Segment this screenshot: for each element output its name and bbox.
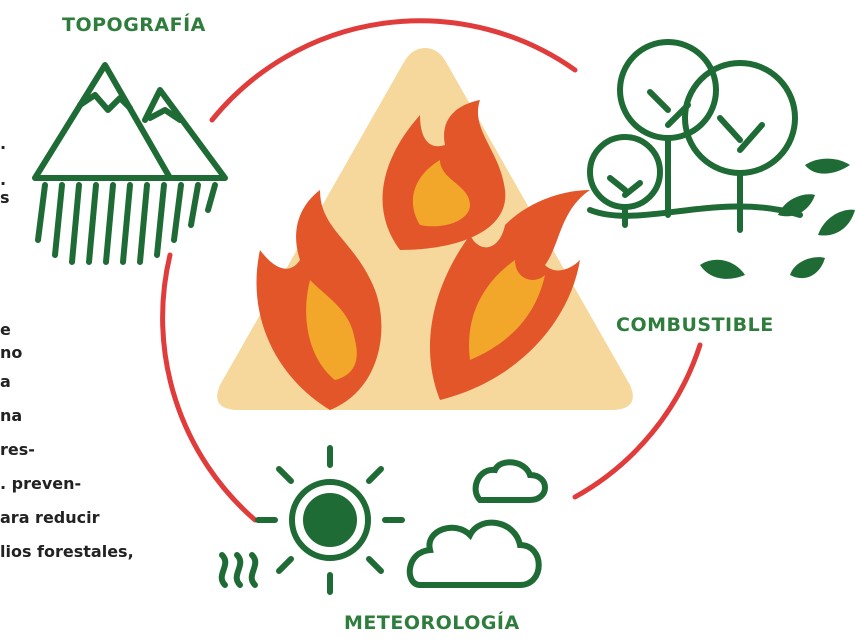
text-line: e <box>0 320 11 339</box>
text-line: res- <box>0 440 35 459</box>
mountains-icon <box>35 65 225 262</box>
trees-icon <box>590 42 800 230</box>
weather-label: METEOROLOGÍA <box>344 612 520 634</box>
text-line: . preven- <box>0 474 81 493</box>
topography-label: TOPOGRAFÍA <box>62 14 206 36</box>
text-line: lios forestales, <box>0 542 134 561</box>
text-line: a <box>0 372 11 391</box>
fuel-label: COMBUSTIBLE <box>616 314 774 336</box>
text-line: ara reducir <box>0 508 100 527</box>
page: TOPOGRAFÍA COMBUSTIBLE METEOROLOGÍA . . … <box>0 0 855 640</box>
text-line: . <box>0 134 6 153</box>
text-line: na <box>0 406 22 425</box>
weather-icon <box>222 448 545 592</box>
leaves-icon <box>700 159 855 279</box>
text-line: . <box>0 170 6 189</box>
text-line: no <box>0 343 22 362</box>
text-line: s <box>0 188 10 207</box>
